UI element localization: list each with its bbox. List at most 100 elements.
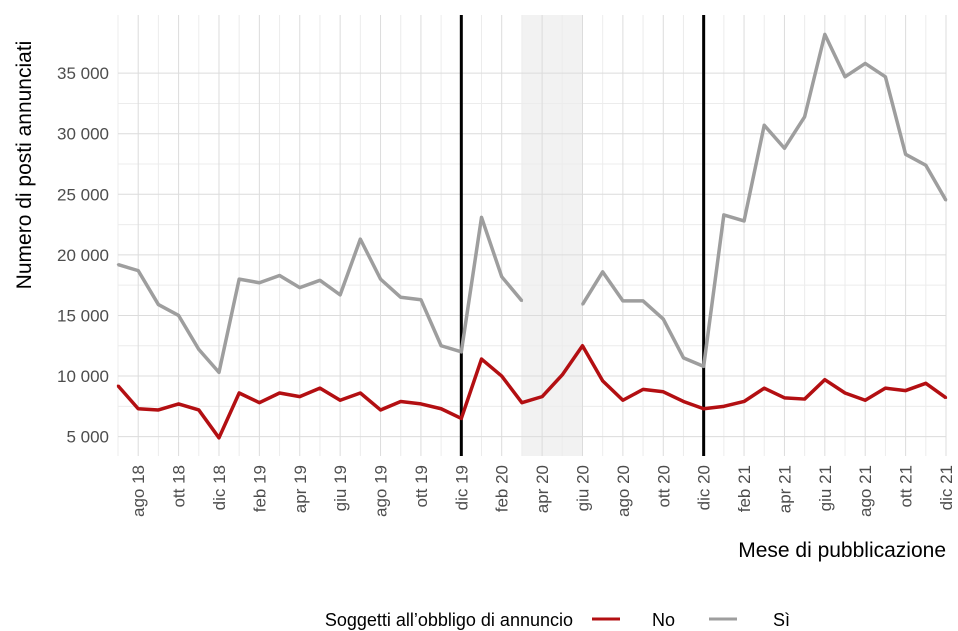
data-point — [177, 402, 180, 406]
data-point — [904, 389, 907, 392]
y-tick-label: 5 000 — [66, 428, 109, 447]
data-point — [783, 147, 786, 150]
data-point — [278, 274, 281, 277]
x-tick-label: dic 18 — [210, 465, 229, 510]
data-point — [278, 391, 281, 395]
legend-title: Soggetti all’obbligo di annuncio — [325, 610, 573, 630]
series-No — [116, 344, 948, 440]
x-tick-label: giu 21 — [816, 465, 835, 511]
data-point — [682, 400, 685, 403]
y-tick-label: 15 000 — [57, 306, 109, 325]
data-point — [500, 374, 503, 378]
data-point — [702, 407, 705, 410]
data-point — [621, 299, 625, 303]
data-point — [439, 344, 443, 347]
data-point — [742, 219, 746, 223]
data-point — [237, 277, 241, 281]
data-point — [641, 299, 645, 303]
x-tick-label: feb 20 — [493, 465, 512, 512]
data-point — [379, 408, 382, 412]
data-point — [439, 407, 443, 410]
data-point — [823, 378, 827, 381]
data-point — [136, 407, 140, 410]
data-point — [460, 350, 463, 354]
data-point — [904, 153, 907, 156]
data-point — [722, 405, 726, 408]
data-point — [944, 199, 948, 202]
x-tick-label: apr 21 — [775, 465, 794, 513]
y-tick-label: 35 000 — [57, 64, 109, 83]
data-point — [884, 75, 887, 78]
data-point — [177, 314, 180, 317]
data-point — [763, 386, 766, 390]
data-point — [641, 388, 645, 391]
event-lines — [459, 15, 706, 456]
data-point — [742, 400, 746, 403]
data-point — [601, 379, 604, 383]
shaded-period — [521, 15, 583, 456]
y-tick-label: 10 000 — [57, 367, 109, 386]
x-tick-label: ott 18 — [170, 465, 189, 508]
grid-major — [118, 15, 947, 456]
x-tick-label: ott 20 — [654, 465, 673, 508]
y-tick-label: 20 000 — [57, 246, 109, 265]
data-point — [136, 269, 140, 272]
x-tick-label: ott 19 — [412, 465, 431, 508]
data-point — [520, 401, 524, 404]
data-point — [116, 263, 120, 266]
grid-minor — [117, 15, 946, 456]
data-point — [258, 281, 261, 284]
data-point — [924, 382, 928, 385]
legend: Soggetti all’obbligo di annuncio No Sì — [325, 610, 790, 630]
data-point — [338, 399, 342, 402]
data-point — [217, 371, 221, 374]
data-point — [419, 402, 423, 406]
data-point — [480, 357, 483, 361]
data-point — [561, 373, 564, 377]
data-point — [864, 62, 867, 65]
data-point — [581, 344, 584, 347]
x-tick-label: dic 21 — [937, 465, 956, 510]
x-tick-label: feb 21 — [735, 465, 754, 512]
data-point — [924, 164, 928, 167]
y-tick-label: 30 000 — [57, 125, 109, 144]
legend-label-si: Sì — [773, 610, 790, 630]
data-point — [359, 237, 362, 241]
x-tick-label: giu 20 — [573, 465, 592, 511]
data-point — [662, 390, 665, 393]
data-point — [116, 384, 120, 387]
data-point — [419, 298, 423, 301]
x-tick-label: dic 19 — [452, 465, 471, 510]
series-layer — [116, 32, 948, 440]
data-point — [601, 270, 604, 274]
data-point — [843, 75, 847, 78]
data-point — [884, 386, 887, 390]
data-point — [682, 356, 685, 360]
x-tick-label: ago 18 — [129, 465, 148, 517]
data-point — [500, 275, 503, 278]
y-axis-ticks: 5 000 10 000 15 000 20 000 25 000 30 000 35 00… — [57, 64, 109, 446]
data-point — [217, 436, 221, 440]
x-tick-label: feb 19 — [250, 465, 269, 512]
data-point — [379, 277, 382, 281]
data-point — [318, 279, 322, 282]
legend-label-no: No — [652, 610, 675, 630]
series-line — [116, 344, 948, 440]
data-point — [702, 365, 705, 368]
data-point — [803, 397, 806, 401]
data-point — [621, 399, 625, 402]
x-tick-label: dic 20 — [695, 465, 714, 510]
data-point — [197, 348, 200, 351]
data-point — [722, 213, 726, 217]
y-axis-title: Numero di posti annunciati — [13, 41, 36, 290]
data-point — [338, 293, 342, 297]
data-point — [399, 400, 402, 403]
x-axis-ticks: ago 18 ott 18 dic 18 feb 19 apr 19 giu 19 ago … — [129, 465, 956, 517]
data-point — [944, 396, 948, 400]
data-point — [520, 299, 524, 303]
x-tick-label: apr 19 — [291, 465, 310, 513]
x-tick-label: ago 21 — [856, 465, 875, 517]
data-point — [359, 391, 362, 395]
data-point — [864, 399, 867, 402]
